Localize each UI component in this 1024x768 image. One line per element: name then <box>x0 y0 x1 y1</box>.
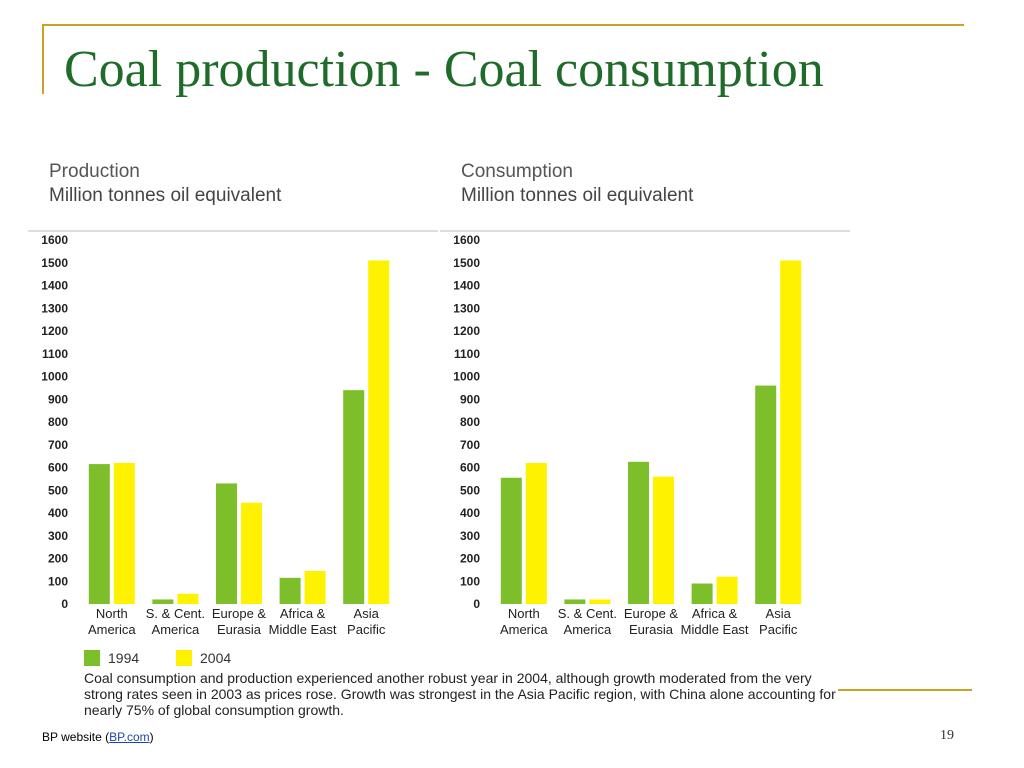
y-tick-label: 200 <box>48 552 68 566</box>
production-chart-title: Production <box>49 161 140 182</box>
y-tick-label: 400 <box>48 506 68 520</box>
consumption-chart-header: Consumption Million tonnes oil equivalen… <box>461 160 693 208</box>
x-category-label: Middle East <box>269 622 337 637</box>
bar-2004 <box>653 476 674 604</box>
x-category-label: Europe & <box>624 606 679 621</box>
legend-swatch-2004 <box>176 650 192 666</box>
x-category-label: Europe & <box>212 606 267 621</box>
bar-2004 <box>113 462 135 604</box>
y-tick-label: 500 <box>48 483 68 497</box>
bar-1994 <box>216 483 237 604</box>
y-tick-label: 300 <box>48 529 68 543</box>
y-tick-label: 200 <box>460 552 480 566</box>
y-tick-label: 1600 <box>453 233 480 247</box>
x-category-label: America <box>564 622 612 637</box>
y-tick-label: 1500 <box>41 256 68 270</box>
y-tick-label: 1400 <box>41 279 68 293</box>
y-tick-label: 1000 <box>41 370 68 384</box>
bar-2004 <box>716 576 738 604</box>
consumption-chart-title: Consumption <box>461 161 573 182</box>
x-category-label: Middle East <box>681 622 749 637</box>
consumption-chart-subtitle: Million tonnes oil equivalent <box>461 185 694 206</box>
x-category-label: America <box>88 622 136 637</box>
bar-1994 <box>564 599 586 604</box>
x-category-label: Eurasia <box>629 622 674 637</box>
bp-website-link[interactable]: BP.com <box>109 730 150 744</box>
y-tick-label: 1000 <box>453 370 480 384</box>
x-category-label: North <box>508 606 540 621</box>
y-tick-label: 300 <box>460 529 480 543</box>
y-tick-label: 100 <box>48 574 68 588</box>
y-tick-label: 1100 <box>42 347 68 361</box>
bar-2004 <box>304 571 326 604</box>
bar-2004 <box>241 502 262 604</box>
bar-1994 <box>279 577 301 604</box>
bar-2004 <box>780 260 802 604</box>
x-category-label: Pacific <box>347 622 386 637</box>
bar-1994 <box>152 599 174 604</box>
x-category-label: S. & Cent. <box>558 606 617 621</box>
x-category-label: America <box>152 622 200 637</box>
bar-1994 <box>500 477 522 604</box>
x-category-label: America <box>500 622 548 637</box>
x-category-label: Africa & <box>280 606 326 621</box>
y-tick-label: 400 <box>460 506 480 520</box>
bar-2004 <box>368 260 390 604</box>
y-tick-label: 100 <box>460 574 480 588</box>
y-tick-label: 1200 <box>453 324 480 338</box>
x-category-label: Pacific <box>759 622 798 637</box>
footer-source: BP website (BP.com) <box>42 730 154 744</box>
y-tick-label: 1400 <box>453 279 480 293</box>
y-tick-label: 1600 <box>41 233 68 247</box>
footer-suffix: ) <box>149 730 154 744</box>
y-tick-label: 800 <box>460 415 480 429</box>
legend-label-2004: 2004 <box>200 650 232 666</box>
y-tick-label: 600 <box>460 461 480 475</box>
y-tick-label: 500 <box>460 483 480 497</box>
x-category-label: Eurasia <box>217 622 262 637</box>
consumption-bar-chart: 0 100 200 300 400 500 600 700 800 900 1000 1100 1200… <box>440 230 850 637</box>
legend-label-1994: 1994 <box>108 650 140 666</box>
footer-prefix: BP website ( <box>42 730 110 744</box>
x-category-label: Asia <box>354 606 380 621</box>
bar-1994 <box>628 461 649 604</box>
y-tick-label: 900 <box>48 392 68 406</box>
x-category-label: Asia <box>766 606 792 621</box>
slide-title: Coal production - Coal consumption <box>64 41 824 98</box>
y-tick-label: 1100 <box>454 347 480 361</box>
bar-1994 <box>755 385 777 604</box>
y-tick-label: 1300 <box>41 301 68 315</box>
legend-swatch-1994 <box>84 650 100 666</box>
y-tick-label: 0 <box>473 597 480 611</box>
bar-1994 <box>691 583 713 604</box>
y-tick-label: 700 <box>460 438 480 452</box>
production-chart-header: Production Million tonnes oil equivalent <box>49 160 281 208</box>
x-category-label: S. & Cent. <box>146 606 205 621</box>
frame-left-rule <box>42 24 44 94</box>
y-tick-label: 0 <box>61 597 68 611</box>
production-chart-subtitle: Million tonnes oil equivalent <box>49 185 282 206</box>
frame-bottom-rule <box>838 689 972 691</box>
y-tick-label: 1200 <box>41 324 68 338</box>
chart-caption: Coal consumption and production experien… <box>84 670 836 718</box>
y-tick-label: 1500 <box>453 256 480 270</box>
bar-1994 <box>88 464 110 604</box>
y-tick-label: 900 <box>460 392 480 406</box>
bar-2004 <box>177 593 199 604</box>
bar-1994 <box>343 390 365 604</box>
frame-top-rule <box>42 24 964 26</box>
y-tick-label: 600 <box>48 461 68 475</box>
y-tick-label: 800 <box>48 415 68 429</box>
production-bar-chart: 0 100 200 300 400 500 600 700 800 900 1000 1100 1200… <box>28 230 438 637</box>
bar-2004 <box>589 599 611 604</box>
y-tick-label: 700 <box>48 438 68 452</box>
y-tick-label: 1300 <box>453 301 480 315</box>
bar-2004 <box>525 462 547 604</box>
x-category-label: North <box>96 606 128 621</box>
x-category-label: Africa & <box>692 606 738 621</box>
page-number: 19 <box>940 728 954 743</box>
